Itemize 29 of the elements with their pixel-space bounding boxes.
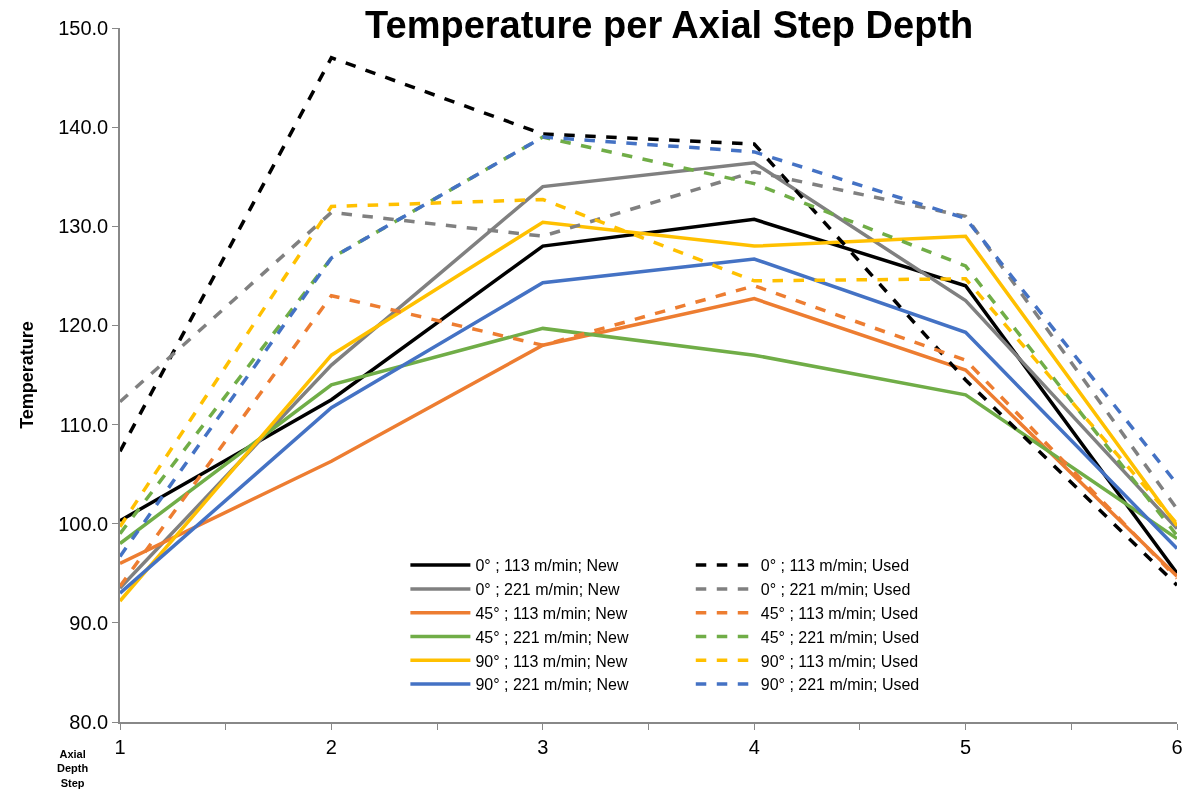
y-tick-label: 120.0 bbox=[58, 314, 109, 337]
chart-title: Temperature per Axial Step Depth bbox=[365, 4, 974, 47]
y-tick-label: 90.0 bbox=[69, 611, 109, 634]
legend-label: 45° ; 113 m/min; New bbox=[475, 604, 628, 622]
legend-label: 0° ; 113 m/min; Used bbox=[760, 557, 910, 575]
x-axis-title: Axial Depth Step bbox=[57, 748, 89, 789]
legend-label: 0° ; 221 m/min; Used bbox=[760, 581, 911, 599]
x-tick-label: 4 bbox=[748, 735, 760, 758]
y-tick-label: 130.0 bbox=[58, 215, 109, 238]
legend-label: 0° ; 113 m/min; New bbox=[475, 557, 619, 575]
legend-label: 90° ; 113 m/min; New bbox=[475, 652, 628, 670]
legend-label: 0° ; 221 m/min; New bbox=[475, 581, 621, 599]
x-tick-label: 2 bbox=[325, 735, 337, 758]
x-tick-label: 6 bbox=[1171, 735, 1183, 758]
y-tick-label: 140.0 bbox=[58, 116, 109, 139]
y-tick-label: 100.0 bbox=[58, 512, 109, 535]
legend-label: 90° ; 221 m/min; New bbox=[475, 676, 629, 694]
legend-label: 90° ; 113 m/min; Used bbox=[760, 652, 919, 670]
y-tick-label: 80.0 bbox=[69, 711, 109, 733]
x-tick-label: 3 bbox=[537, 735, 549, 758]
legend-label: 45° ; 221 m/min; New bbox=[475, 628, 629, 646]
y-tick-label: 110.0 bbox=[59, 413, 109, 436]
x-tick-label: 5 bbox=[960, 735, 972, 758]
legend-label: 90° ; 221 m/min; Used bbox=[760, 676, 920, 694]
y-axis-title: Temperature bbox=[16, 321, 37, 429]
legend-label: 45° ; 113 m/min; Used bbox=[760, 604, 919, 622]
legend-label: 45° ; 221 m/min; Used bbox=[760, 628, 920, 646]
y-tick-label: 150.0 bbox=[58, 17, 109, 39]
x-tick-label: 1 bbox=[114, 735, 126, 758]
